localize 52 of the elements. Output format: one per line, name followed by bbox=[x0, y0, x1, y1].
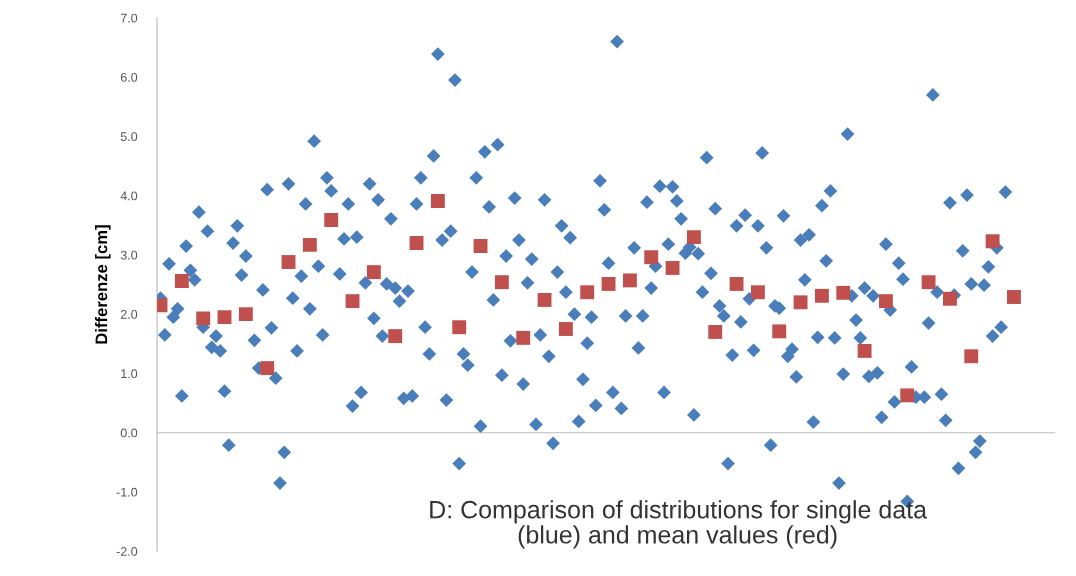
point bbox=[302, 237, 317, 252]
point bbox=[217, 310, 232, 325]
point bbox=[708, 325, 723, 339]
point bbox=[686, 230, 701, 245]
point bbox=[622, 273, 637, 288]
point bbox=[772, 324, 787, 339]
point bbox=[260, 361, 275, 376]
point bbox=[174, 274, 189, 288]
y-tick-label: 3.0 bbox=[120, 250, 138, 260]
y-tick-label: -1.0 bbox=[116, 487, 138, 497]
point bbox=[324, 213, 339, 227]
point bbox=[473, 239, 488, 253]
point bbox=[238, 307, 253, 322]
y-tick-label: 6.0 bbox=[120, 72, 138, 82]
point bbox=[729, 277, 744, 291]
point bbox=[558, 322, 573, 336]
point bbox=[409, 236, 424, 250]
y-axis-title: Differenze [cm] bbox=[95, 225, 111, 344]
point bbox=[430, 194, 445, 208]
point bbox=[814, 288, 829, 303]
point bbox=[345, 294, 360, 309]
point bbox=[537, 293, 552, 307]
y-tick-label: 2.0 bbox=[120, 309, 138, 319]
y-tick-label: 0.0 bbox=[120, 428, 138, 438]
point bbox=[793, 295, 808, 310]
point bbox=[836, 285, 851, 300]
point bbox=[516, 330, 531, 345]
point bbox=[580, 285, 595, 300]
point bbox=[494, 275, 509, 290]
point bbox=[921, 275, 936, 290]
annotation: D: Comparison of distributions for single data (blue) and mean values (red) bbox=[430, 500, 928, 549]
point bbox=[644, 250, 659, 265]
point bbox=[942, 291, 957, 306]
point bbox=[601, 277, 616, 291]
point bbox=[196, 311, 211, 326]
point bbox=[452, 320, 467, 335]
point bbox=[665, 261, 680, 275]
point bbox=[750, 285, 765, 300]
point bbox=[281, 255, 296, 269]
y-tick-label: 5.0 bbox=[120, 132, 138, 142]
point bbox=[857, 343, 872, 358]
point bbox=[388, 329, 403, 344]
point bbox=[964, 349, 979, 364]
y-tick-label: 7.0 bbox=[120, 13, 138, 23]
point bbox=[878, 294, 893, 309]
point bbox=[366, 265, 381, 280]
y-tick-label: 1.0 bbox=[121, 369, 138, 379]
y-tick-label: 4.0 bbox=[120, 191, 138, 201]
point bbox=[1007, 290, 1021, 304]
y-tick-label: -2.0 bbox=[116, 547, 138, 556]
point bbox=[900, 388, 915, 403]
point bbox=[985, 234, 1000, 249]
